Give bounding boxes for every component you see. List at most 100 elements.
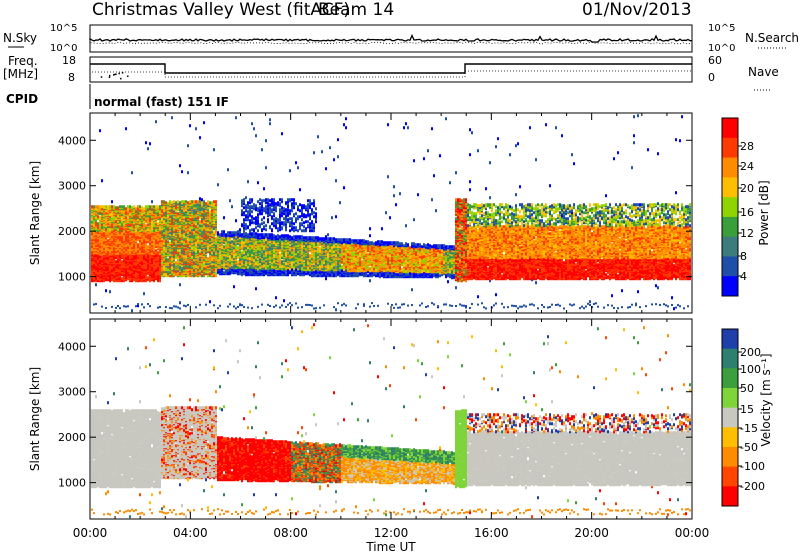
radar-cell	[195, 200, 197, 204]
radar-cell	[139, 214, 141, 218]
radar-cell	[107, 225, 109, 229]
nsky-trace	[89, 33, 693, 43]
radar-cell	[117, 238, 119, 242]
radar-cell	[145, 268, 147, 272]
radar-cell	[263, 225, 265, 229]
radar-cell	[105, 248, 107, 252]
radar-cell	[119, 230, 121, 234]
radar-cell	[253, 127, 255, 131]
radar-cell	[139, 205, 141, 209]
radar-cell	[197, 200, 199, 204]
radar-cell	[215, 241, 217, 245]
radar-cell	[213, 148, 215, 152]
nsky-label: N.Sky	[3, 31, 37, 45]
radar-cell	[245, 214, 247, 218]
radar-cell	[139, 265, 141, 269]
radar-cell	[241, 304, 243, 307]
radar-cell	[127, 216, 129, 220]
radar-cell	[241, 199, 243, 203]
radar-cell	[217, 183, 219, 187]
radar-cell	[127, 243, 129, 247]
radar-cell	[245, 256, 247, 260]
radar-cell	[203, 235, 205, 239]
radar-cell	[147, 240, 149, 244]
radar-cell	[209, 201, 211, 205]
radar-cell	[125, 235, 127, 239]
radar-cell	[145, 258, 147, 262]
nsky-tick-top: 10^5	[50, 23, 77, 34]
radar-cell	[95, 273, 97, 277]
radar-cell	[113, 205, 115, 209]
nave-scatter	[100, 72, 129, 80]
radar-cell	[121, 213, 123, 217]
radar-cell	[125, 127, 127, 131]
radar-cell	[91, 224, 93, 228]
radar-cell	[251, 122, 253, 126]
radar-cell	[99, 208, 101, 212]
radar-cell	[107, 207, 109, 211]
radar-cell	[261, 199, 263, 203]
radar-cell	[237, 260, 239, 264]
radar-cell	[137, 226, 139, 230]
radar-cell	[157, 222, 159, 226]
radar-cell	[181, 257, 183, 261]
radar-cell	[97, 255, 99, 259]
radar-cell	[137, 235, 139, 239]
radar-cell	[115, 271, 117, 275]
radar-cell	[229, 257, 231, 261]
radar-cell	[135, 278, 137, 282]
radar-cell	[199, 258, 201, 262]
radar-cell	[149, 207, 151, 211]
radar-cell	[111, 205, 113, 209]
radar-cell	[113, 256, 115, 260]
radar-cell	[243, 232, 245, 236]
radar-cell	[133, 227, 135, 231]
radar-cell	[197, 257, 199, 261]
radar-cell	[257, 181, 259, 185]
radar-cell	[137, 260, 139, 264]
radar-cell	[267, 218, 269, 222]
radar-cell	[113, 229, 115, 233]
radar-cell	[129, 245, 131, 249]
radar-cell	[123, 222, 125, 226]
radar-cell	[117, 206, 119, 210]
radar-cell	[131, 309, 133, 313]
radar-cell	[249, 267, 251, 271]
radar-cell	[135, 305, 137, 308]
radar-cell	[175, 305, 177, 308]
radar-cell	[251, 232, 253, 236]
radar-cell	[161, 200, 163, 204]
radar-cell	[97, 266, 99, 270]
radar-cell	[245, 223, 247, 227]
radar-cell	[105, 205, 107, 209]
radar-cell	[147, 228, 149, 232]
radar-cell	[265, 228, 267, 232]
radar-cell	[91, 238, 93, 242]
radar-cell	[95, 260, 97, 264]
radar-cell	[147, 205, 149, 209]
radar-cell	[231, 231, 233, 235]
radar-cell	[101, 255, 103, 259]
radar-cell	[107, 248, 109, 252]
radar-cell	[105, 250, 107, 254]
radar-cell	[247, 263, 249, 267]
radar-cell	[103, 262, 105, 266]
radar-cell	[91, 277, 93, 281]
radar-cell	[105, 211, 107, 215]
radar-cell	[225, 233, 227, 237]
radar-cell	[249, 213, 251, 217]
radar-cell	[107, 257, 109, 261]
radar-cell	[243, 305, 245, 308]
radar-cell	[111, 216, 113, 220]
radar-cell	[259, 233, 261, 237]
radar-cell	[91, 220, 93, 224]
nsearch-tick-top: 10^5	[708, 23, 735, 34]
radar-cell	[143, 255, 145, 259]
radar-cell	[231, 240, 233, 244]
radar-cell	[147, 245, 149, 249]
radar-cell	[247, 218, 249, 222]
radar-cell	[159, 305, 161, 308]
radar-cell	[151, 267, 153, 271]
radar-cell	[229, 261, 231, 265]
